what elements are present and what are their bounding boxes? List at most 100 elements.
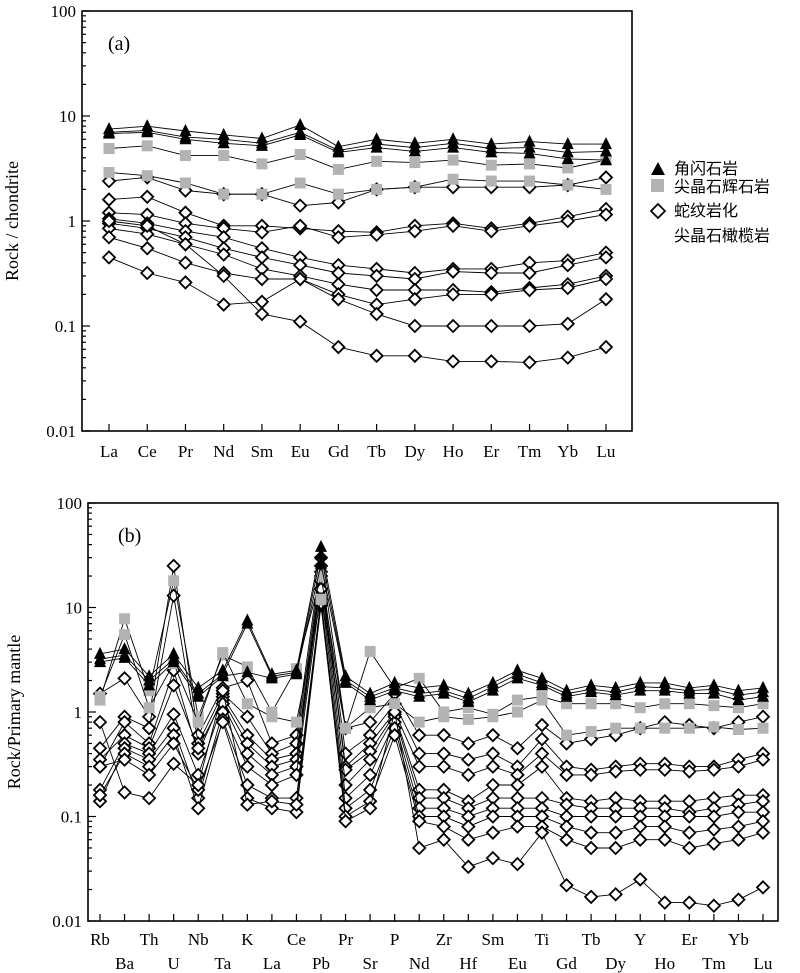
panel-b-diamond-point	[485, 825, 501, 840]
panel-b-diamond-point	[411, 814, 427, 829]
panel-b-triangle-point	[585, 685, 598, 698]
panel-a-diamond-point	[484, 265, 499, 281]
panel-a-triangle-point	[561, 137, 574, 150]
panel-b-diamond-point	[461, 832, 476, 847]
panel-b-triangle-point	[634, 683, 647, 696]
panel-b-diamond-point	[608, 840, 623, 856]
panel-b-triangle-point	[536, 678, 548, 691]
panel-b-x-tick-label-th: Th	[140, 930, 159, 949]
panel-a-series-line	[108, 171, 607, 195]
panel-a-x-tick-label-gd: Gd	[328, 442, 349, 461]
panel-b-triangle-point	[732, 693, 745, 706]
panel-b-triangle-point	[707, 686, 720, 699]
panel-b-triangle-point	[315, 539, 327, 552]
panel-a-diamond-point	[598, 271, 614, 287]
panel-b-triangle-point	[658, 683, 671, 696]
panel-a-diamond-point	[369, 282, 384, 298]
panel-a-diamond-point	[139, 218, 155, 234]
panel-b-diamond-point	[755, 880, 771, 895]
panel-b-diamond-point	[534, 731, 550, 747]
panel-a-diamond-point	[445, 354, 461, 369]
panel-a-diamond-point	[598, 291, 614, 307]
panel-b-square-point	[462, 713, 474, 725]
panel-a-diamond-point	[369, 348, 384, 364]
panel-b-triangle-point	[413, 689, 426, 702]
legend-label-serpentinized: 蛇纹岩化	[674, 201, 738, 220]
panel-b-diamond-point	[436, 746, 452, 761]
panel-b-series-line	[99, 605, 764, 849]
panel-b-square-point	[683, 698, 695, 710]
panel-a-diamond-point	[254, 225, 270, 240]
panel-a-x-tick-label-ho: Ho	[443, 442, 464, 461]
panel-b-diamond-point	[117, 671, 132, 686]
panel-b-x-tick-label-k: K	[241, 930, 254, 949]
panel-a-diamond-point	[484, 354, 499, 369]
panel-b-x-tick-label-u: U	[168, 954, 180, 973]
panel-b-square-point	[143, 685, 155, 697]
panel-b-diamond-point	[682, 895, 697, 910]
panel-a-triangle-point	[485, 145, 498, 158]
panel-b-x-tick-label-ba: Ba	[115, 954, 134, 973]
panel-a-y-axis-title: Rock / chondrite	[2, 161, 22, 281]
panel-b-diamond-point	[485, 759, 501, 774]
panel-b-diamond-point	[608, 825, 623, 840]
panel-b-series-line	[99, 603, 764, 907]
panel-a-diamond-point	[407, 223, 423, 239]
panel-a-square-point	[485, 175, 497, 187]
panel-b-diamond-point	[240, 797, 255, 812]
panel-b-triangle-point	[462, 694, 475, 707]
panel-b-diamond-point	[731, 804, 746, 820]
panel-b-diamond-point	[190, 777, 206, 793]
panel-b-diamond-point	[411, 840, 427, 856]
panel-b-triangle-point	[609, 688, 622, 701]
panel-a-diamond-point	[445, 287, 461, 302]
panel-a-diamond-point	[139, 226, 155, 242]
panel-b-diamond-point	[166, 678, 181, 693]
panel-a-diamond-point	[445, 318, 461, 334]
panel-a-diamond-point	[292, 271, 308, 287]
panel-b-square-point	[143, 702, 155, 714]
panel-a-triangle-point	[179, 132, 192, 145]
panel-a-y-tick-label: 100	[51, 2, 77, 21]
panel-b-triangle-point	[486, 683, 499, 696]
panel-b-x-tick-label-gd: Gd	[556, 954, 577, 973]
panel-a-diamond-point	[560, 350, 576, 365]
panel-a-triangle-point	[370, 140, 383, 153]
panel-a-square-point	[103, 143, 115, 155]
legend-diamond-marker	[649, 202, 667, 220]
panel-a-square-point	[447, 154, 459, 166]
panel-a-diamond-point	[331, 339, 346, 355]
legend-item-spinel-pyroxenite: 尖晶石辉石岩	[651, 177, 770, 196]
panel-b-diamond-point	[215, 714, 231, 730]
panel-b-x-tick-label-y: Y	[634, 930, 646, 949]
panel-b-square-point	[732, 702, 744, 714]
panel-a-diamond-point	[407, 291, 423, 307]
panel-b-square-point	[364, 645, 376, 657]
panel-b-series-line	[99, 565, 764, 771]
panel-b-x-tick-label-ta: Ta	[214, 954, 231, 973]
panel-b-diamond-point	[190, 740, 206, 756]
panel-a-diamond-point	[369, 227, 384, 243]
panel-a-diamond-point	[178, 237, 193, 252]
panel-b-diamond-point	[436, 832, 452, 847]
panel-b-square-point	[290, 716, 302, 728]
panel-b-diamond-point	[92, 787, 108, 803]
panel-a-diamond-point	[598, 250, 614, 265]
panel-b-triangle-point	[241, 616, 254, 629]
panel-b-diamond-point	[583, 840, 599, 856]
panel-b-diamond-point	[166, 707, 181, 722]
panel-a-diamond-point	[407, 348, 423, 364]
panel-a-triangle-point	[561, 151, 574, 164]
panel-b-square-point	[536, 694, 548, 706]
panel-a-series-1	[103, 123, 612, 158]
panel-a-diamond-point	[445, 264, 461, 279]
panel-b-diamond-point	[657, 832, 673, 847]
panel-b-x-tick-label-dy: Dy	[605, 954, 626, 973]
panel-b-y-axis-title: Rock/Primary mantle	[4, 635, 24, 789]
panel-b-diamond-point	[510, 856, 525, 872]
panel-b-x-tick-label-lu: Lu	[754, 954, 773, 973]
panel-b-y-tick-label: 1	[74, 703, 83, 722]
panel-b-diamond-point	[755, 752, 771, 767]
panel-a-diamond-point	[598, 339, 614, 355]
panel-a-diamond-point	[522, 355, 537, 370]
